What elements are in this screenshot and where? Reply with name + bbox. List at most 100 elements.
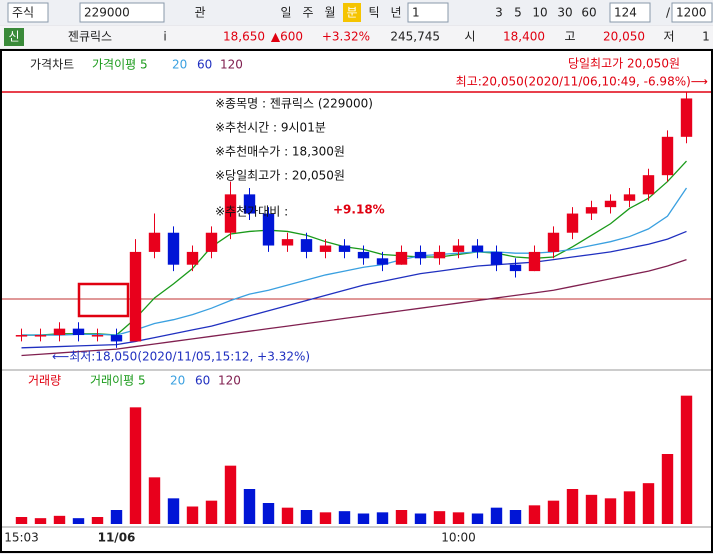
toolbar-item[interactable]: 관 (194, 6, 205, 20)
candle-body (414, 251, 427, 259)
info-line: ※종목명 : 젠큐릭스 (229000) (215, 97, 373, 111)
toolbar-item[interactable]: 분 (346, 6, 357, 20)
candle-body (281, 239, 294, 246)
candle-body (376, 258, 389, 265)
toolbar-item[interactable]: / (666, 6, 671, 20)
toolbar-item[interactable]: 1200 (676, 6, 707, 20)
candle-body (186, 251, 199, 265)
candle-body (433, 251, 446, 259)
active-tab (343, 3, 361, 22)
quote-field: 고 (564, 30, 575, 44)
candle-body (528, 251, 541, 272)
input-box[interactable] (609, 2, 651, 23)
volume-bar (72, 518, 85, 524)
candle-body (642, 175, 655, 195)
volume-bar (528, 505, 541, 524)
legend-entry[interactable]: 가격차트 (30, 58, 74, 72)
volume-bar (680, 395, 693, 524)
volume-bar (224, 465, 237, 524)
toolbar-item[interactable]: 3 (495, 6, 503, 20)
quote-field: 245,745 (390, 30, 440, 44)
candle-body (34, 335, 47, 337)
toolbar-item[interactable]: 틱 (368, 6, 379, 20)
candle-body (471, 245, 484, 252)
volume-bar (490, 507, 503, 524)
low-detail: ⟵최저:18,050(2020/11/05,15:12, +3.32%) (52, 350, 310, 364)
candle-body (129, 251, 142, 342)
volume-bar (452, 512, 465, 524)
toolbar-item[interactable]: 년 (390, 6, 401, 20)
candle-body (72, 328, 85, 336)
legend-entry[interactable]: 120 (218, 374, 241, 388)
candle-body (148, 232, 161, 252)
volume-bar (300, 510, 313, 524)
high-detail: 최고:20,050(2020/11/06,10:49, -6.98%)⟶ (456, 75, 708, 89)
candle-body (585, 207, 598, 214)
legend-entry[interactable]: 20 (170, 374, 185, 388)
volume-bar (338, 511, 351, 524)
candle-body (547, 232, 560, 252)
moving-average (21, 230, 687, 349)
toolbar-item[interactable]: 1 (412, 6, 420, 20)
volume-bar (357, 513, 370, 524)
volume-bar (414, 513, 427, 524)
volume-bar (661, 454, 674, 524)
toolbar-item[interactable]: 60 (581, 6, 596, 20)
volume-bar (53, 515, 66, 524)
volume-bar (15, 517, 28, 524)
legend-entry[interactable]: 거래이평 5 (90, 374, 146, 388)
volume-bar (262, 503, 275, 524)
input-box[interactable] (79, 2, 165, 23)
input-box[interactable] (7, 2, 49, 23)
info-line: ※추천가대비 : (215, 204, 288, 219)
quote-field: 20,050 (603, 30, 645, 44)
quote-field: +3.32% (322, 30, 370, 44)
quote-field: i (163, 30, 166, 44)
info-line: ※추천매수가 : 18,300원 (215, 144, 345, 159)
candle-body (490, 251, 503, 265)
toolbar-item[interactable]: 5 (514, 6, 522, 20)
volume-bar (585, 494, 598, 524)
candle-body (167, 232, 180, 265)
quote-field: 신 (8, 30, 19, 44)
toolbar-item[interactable]: 10 (532, 6, 547, 20)
toolbar-item[interactable]: 주식 (12, 6, 34, 20)
input-box[interactable] (671, 2, 713, 23)
candle-body (623, 194, 636, 201)
toolbar-item[interactable]: 30 (557, 6, 572, 20)
legend-entry[interactable]: 60 (195, 374, 210, 388)
legend-entry[interactable]: 20 (172, 58, 187, 72)
x-tick-label: 15:03 (4, 531, 39, 545)
input-box[interactable] (407, 2, 449, 23)
candle-body (300, 239, 313, 252)
legend-entry[interactable]: 60 (197, 58, 212, 72)
toolbar-item[interactable]: 124 (614, 6, 637, 20)
candle-body (15, 335, 28, 337)
high-annotation: 당일최고가 20,050원 (568, 57, 680, 71)
candle-body (224, 194, 237, 233)
volume-bar (433, 511, 446, 524)
x-tick-label: 10:00 (441, 531, 476, 545)
chart-frame (0, 49, 713, 553)
candle-body (205, 232, 218, 252)
volume-bar (186, 506, 199, 524)
volume-bar (509, 510, 522, 524)
chart: 가격차트 가격이평 5 20 60 120 거래량 거래이평 5 20 60 120 15:03 11… (2, 57, 711, 545)
candle-body (566, 213, 579, 233)
candle-body (357, 251, 370, 259)
volume-bar (34, 518, 47, 524)
legend-entry[interactable]: 거래량 (28, 374, 61, 388)
quote-field: ▲600 (271, 30, 303, 44)
volume-bar (566, 489, 579, 524)
toolbar-item[interactable]: 주 (302, 6, 313, 20)
legend-entry[interactable]: 120 (220, 58, 243, 72)
volume-bar (604, 498, 617, 524)
toolbar-item[interactable]: 229000 (84, 6, 130, 20)
volume-bar (547, 500, 560, 524)
volume-bar (281, 507, 294, 524)
legend-entry[interactable]: 가격이평 5 (92, 58, 148, 72)
toolbar-item[interactable]: 월 (324, 6, 335, 20)
toolbar-item[interactable]: 일 (280, 6, 291, 20)
